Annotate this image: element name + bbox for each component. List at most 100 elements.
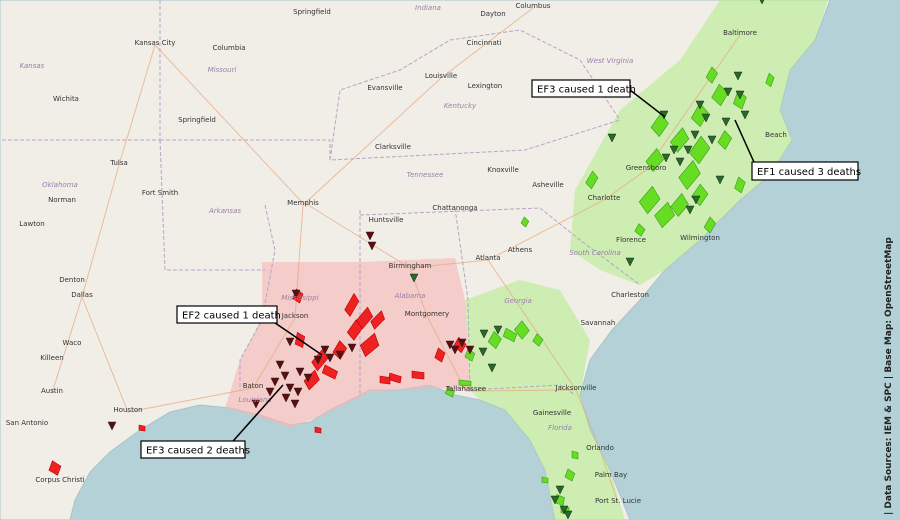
warning-polygon — [703, 216, 716, 234]
city-label: Jackson — [281, 312, 309, 320]
warning-polygon — [356, 306, 374, 330]
tornado-report — [367, 241, 377, 251]
tornado-report — [320, 345, 330, 355]
city-label: Baltimore — [723, 29, 757, 37]
roads — [51, 7, 741, 504]
tornado-report — [759, 0, 765, 5]
warning-polygon — [444, 386, 455, 398]
city-label: Huntsville — [369, 216, 404, 224]
tornado-report — [740, 110, 750, 120]
city-label: Springfield — [293, 8, 331, 16]
warning-polygon — [458, 379, 472, 387]
warning-polygon — [138, 424, 146, 432]
tornado-report — [695, 100, 705, 110]
watch-zone-green — [465, 280, 625, 520]
warning-polygon — [705, 66, 718, 84]
city-label: Tulsa — [109, 159, 128, 167]
warning-polygon — [520, 216, 530, 228]
tornado-report — [493, 325, 503, 335]
city-label: Lexington — [468, 82, 502, 90]
city-label: Waco — [63, 339, 82, 347]
warning-polygon — [638, 185, 661, 215]
state-borders — [0, 0, 641, 396]
region-label: South Carolina — [569, 249, 621, 257]
tornado-report — [450, 345, 460, 355]
region-label: Louisiana — [238, 396, 271, 404]
warning-polygon — [733, 90, 747, 110]
city-label: Tallahassee — [445, 385, 486, 393]
tornado-report — [251, 399, 261, 409]
tornado-report — [661, 153, 671, 163]
city-label: Fort Smith — [142, 189, 178, 197]
tornado-report — [409, 273, 419, 283]
region-label: Kansas — [20, 62, 45, 70]
tornado-report — [723, 87, 733, 97]
warning-polygon — [314, 426, 322, 434]
region-label: Missouri — [208, 66, 237, 74]
city-label: Evansville — [367, 84, 402, 92]
callout-text: EF2 caused 1 death — [182, 311, 281, 322]
city-label: Port St. Lucie — [595, 497, 641, 505]
city-label: Columbus — [516, 2, 551, 10]
annotations: EF3 caused 1 death EF1 caused 3 deaths EF2… — [140, 79, 861, 459]
tornado-report — [293, 387, 303, 397]
warning-polygon — [634, 223, 646, 237]
tornado-report — [107, 421, 117, 431]
region-label: Alabama — [394, 292, 426, 300]
city-label: Louisville — [425, 72, 457, 80]
warning-polygon — [571, 450, 579, 460]
tornado-report — [691, 195, 701, 205]
region-label: Georgia — [504, 297, 532, 305]
city-label: Corpus Christi — [35, 476, 84, 484]
region-label: West Virginia — [587, 57, 634, 65]
city-label: Charleston — [611, 291, 649, 299]
tornado-report — [690, 130, 700, 140]
warning-polygon — [379, 375, 391, 385]
warning-polygon — [411, 370, 425, 380]
tornado-report — [715, 175, 725, 185]
tornado-reports — [107, 0, 765, 520]
tornado-report — [683, 145, 693, 155]
source-text: | Data Sources: IEM & SPC | Base Map: Op… — [884, 237, 894, 515]
warning-polygon — [346, 319, 363, 341]
tornado-report — [270, 377, 280, 387]
tornado-report — [735, 90, 745, 100]
tornado-report — [733, 71, 743, 81]
warning-polygon — [689, 135, 711, 165]
tornado-report — [445, 340, 455, 350]
city-label: Knoxville — [487, 166, 519, 174]
callout-leader — [629, 89, 666, 118]
tornado-report — [701, 113, 711, 123]
city-label: Asheville — [532, 181, 563, 189]
tornado-report — [487, 363, 497, 373]
tornado-report — [607, 133, 617, 143]
region-label: Kentucky — [444, 102, 477, 110]
tornado-report — [555, 485, 565, 495]
region-label: Tennessee — [407, 171, 444, 179]
city-label: Athens — [508, 246, 533, 254]
region-label: Mississippi — [281, 294, 318, 302]
callout-text: EF1 caused 3 deaths — [757, 167, 861, 178]
tornado-report — [550, 495, 560, 505]
callout-box — [751, 161, 859, 181]
warning-polygon — [645, 147, 664, 172]
warning-polygon — [678, 159, 701, 190]
warning-polygon — [370, 310, 385, 330]
city-label: Lawton — [19, 220, 44, 228]
tornado-report — [559, 505, 569, 515]
region-label: Oklahoma — [42, 181, 78, 189]
warning-polygon — [717, 130, 733, 150]
callout-text: EF3 caused 2 deaths — [146, 446, 250, 457]
city-label: Charlotte — [588, 194, 621, 202]
city-label: Atlanta — [475, 254, 500, 262]
city-label: Beach — [765, 131, 787, 139]
city-label: Dayton — [480, 10, 505, 18]
city-label: Kansas City — [135, 39, 176, 47]
tornado-report — [478, 347, 488, 357]
city-label: Springfield — [178, 116, 216, 124]
city-label: Denton — [59, 276, 85, 284]
city-label: Birmingham — [389, 262, 432, 270]
tornado-report — [347, 343, 357, 353]
warning-polygon — [487, 330, 502, 350]
city-label: Jacksonville — [555, 384, 597, 392]
